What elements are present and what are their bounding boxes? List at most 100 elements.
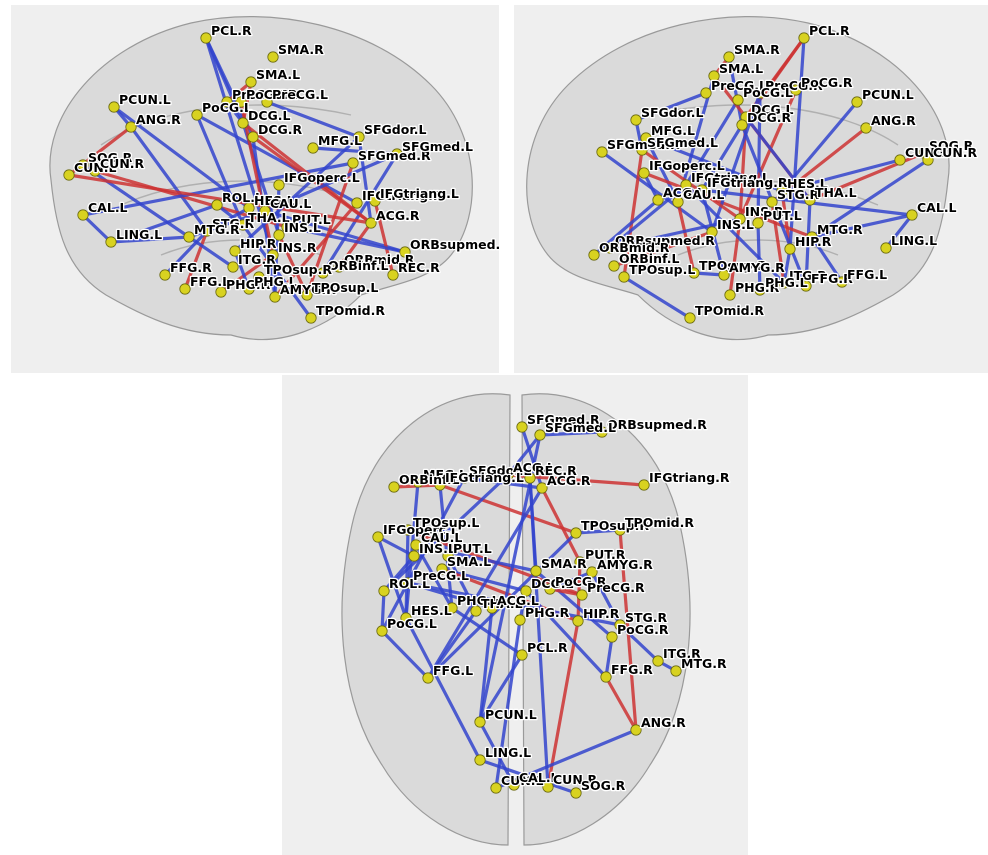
region-node xyxy=(269,291,281,303)
region-node xyxy=(570,787,582,799)
region-label: ORBinf.L xyxy=(399,472,459,487)
region-node xyxy=(105,236,117,248)
region-node xyxy=(732,94,744,106)
connection-edge xyxy=(438,483,454,610)
connection-edge xyxy=(604,675,638,732)
region-node xyxy=(301,289,313,301)
brain-left-hemisphere xyxy=(341,393,511,846)
connection-edge xyxy=(241,223,313,320)
region-node xyxy=(281,221,293,233)
connection-edge xyxy=(644,136,680,204)
region-node xyxy=(365,217,377,229)
region-node xyxy=(412,476,424,488)
region-node xyxy=(333,261,345,273)
connection-edge xyxy=(710,91,762,234)
brain-view-left-lateral: PCL.R SMA.R SMA.L PreCG.R PoCG.R PreCG.L PoCG.… xyxy=(11,5,499,373)
connection-edge xyxy=(540,486,582,564)
region-label: PreCG.L xyxy=(413,568,469,583)
region-node xyxy=(200,32,212,44)
region-node xyxy=(408,550,420,562)
region-node xyxy=(734,213,746,225)
region-label: PUT.L xyxy=(763,208,802,223)
region-label: CUN.R xyxy=(933,145,978,160)
region-node xyxy=(486,602,498,614)
region-label: TPOsup.R xyxy=(264,262,332,277)
region-label: MFG.L xyxy=(651,123,695,138)
region-node xyxy=(806,231,818,243)
region-node xyxy=(273,179,285,191)
region-label: PCL.R xyxy=(211,23,252,38)
region-label: PCUN.L xyxy=(485,707,537,722)
connection-edge xyxy=(219,253,275,294)
region-node xyxy=(600,671,612,683)
region-label: SMA.L xyxy=(719,61,763,76)
region-node xyxy=(880,242,892,254)
region-node xyxy=(235,96,247,108)
region-label: CAU.L xyxy=(421,530,462,545)
region-label: FFG.L xyxy=(190,274,230,289)
connection-edge xyxy=(373,199,395,277)
region-label: TPOsup.L xyxy=(629,262,695,277)
region-node xyxy=(183,231,195,243)
region-node xyxy=(700,87,712,99)
region-node xyxy=(670,665,682,677)
region-node xyxy=(247,131,259,143)
region-node xyxy=(798,32,810,44)
region-node xyxy=(376,625,388,637)
region-node xyxy=(221,96,233,108)
region-label: TPOmid.R xyxy=(316,303,385,318)
region-node xyxy=(470,605,482,617)
region-node xyxy=(159,269,171,281)
region-label: TPOsup.R xyxy=(699,258,767,273)
region-label: SFGdor.L xyxy=(641,105,703,120)
region-node xyxy=(201,225,213,237)
region-label: TPOsup.R xyxy=(581,518,649,533)
region-label: CAL.L xyxy=(917,200,957,215)
region-node xyxy=(215,286,227,298)
region-label: HIP.R xyxy=(240,236,277,251)
connection-edge xyxy=(756,91,762,225)
connection-edge xyxy=(546,619,580,789)
region-node xyxy=(606,631,618,643)
region-node xyxy=(490,782,502,794)
connection-edge xyxy=(376,535,408,620)
region-node xyxy=(108,101,120,113)
connection-edge xyxy=(494,728,638,790)
brain-right-hemisphere xyxy=(521,393,691,846)
connection-edge xyxy=(804,198,812,288)
region-node xyxy=(652,655,664,667)
region-label: PreCG.L xyxy=(272,87,328,102)
edges-group xyxy=(592,36,930,320)
region-node xyxy=(778,277,790,289)
region-label: DCG.L xyxy=(248,108,291,123)
region-node xyxy=(399,246,411,258)
connection-edge xyxy=(770,200,786,285)
region-node xyxy=(369,195,381,207)
region-label: AMYG.R xyxy=(729,260,785,275)
region-label: SFGmed.R xyxy=(358,148,431,163)
region-node xyxy=(706,226,718,238)
connection-edge xyxy=(478,606,494,724)
connection-edge xyxy=(684,183,786,285)
connection-edge xyxy=(738,88,798,221)
region-node xyxy=(77,159,89,171)
region-label: SFGdor.L xyxy=(364,122,426,137)
region-label: SMA.R xyxy=(734,42,780,57)
region-node xyxy=(508,779,520,791)
region-label: MTG.R xyxy=(194,222,240,237)
connection-edge xyxy=(622,275,692,320)
region-node xyxy=(906,209,918,221)
connection-edge xyxy=(380,629,430,680)
region-label: PCL.R xyxy=(809,23,850,38)
brain-view-right-lateral: PCL.R SMA.R SMA.L PreCG.R PoCG.R PreCG.L PoCG.… xyxy=(514,5,988,373)
region-node xyxy=(596,146,608,158)
region-label: PoCG.R xyxy=(555,574,607,589)
region-node xyxy=(638,167,650,179)
region-node xyxy=(261,96,273,108)
region-label: PoCG.R xyxy=(801,75,853,90)
region-label: FFG.R xyxy=(811,271,853,286)
region-label: ORBinf.L xyxy=(619,251,679,266)
region-label: PCUN.L xyxy=(119,92,171,107)
connection-edge xyxy=(81,163,191,239)
